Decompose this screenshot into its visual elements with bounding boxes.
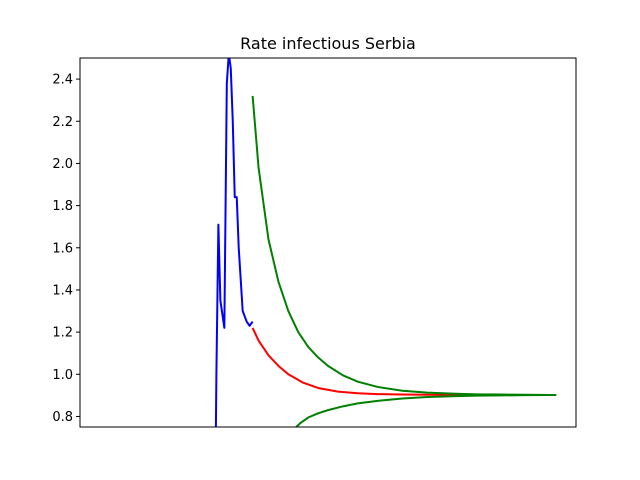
y-tick-label: 2.2 — [52, 115, 73, 130]
y-tick-label: 0.8 — [52, 410, 73, 425]
series-line-4 — [295, 393, 557, 427]
y-tick-label: 1.0 — [52, 368, 73, 383]
y-tick-label: 1.8 — [52, 199, 73, 214]
y-tick-label: 2.4 — [52, 73, 73, 88]
series-line-1 — [214, 58, 254, 427]
y-axis: 0.8 1.0 1.2 1.4 1.6 1.8 2.0 2.2 2.4 — [52, 73, 80, 425]
y-tick-label: 2.0 — [52, 157, 73, 172]
y-tick-label: 1.2 — [52, 326, 73, 341]
series-layer — [214, 58, 557, 427]
y-tick-label: 1.4 — [52, 283, 73, 298]
y-tick-label: 1.6 — [52, 241, 73, 256]
plot-frame — [79, 57, 577, 428]
chart-title: Rate infectious Serbia — [240, 34, 416, 53]
